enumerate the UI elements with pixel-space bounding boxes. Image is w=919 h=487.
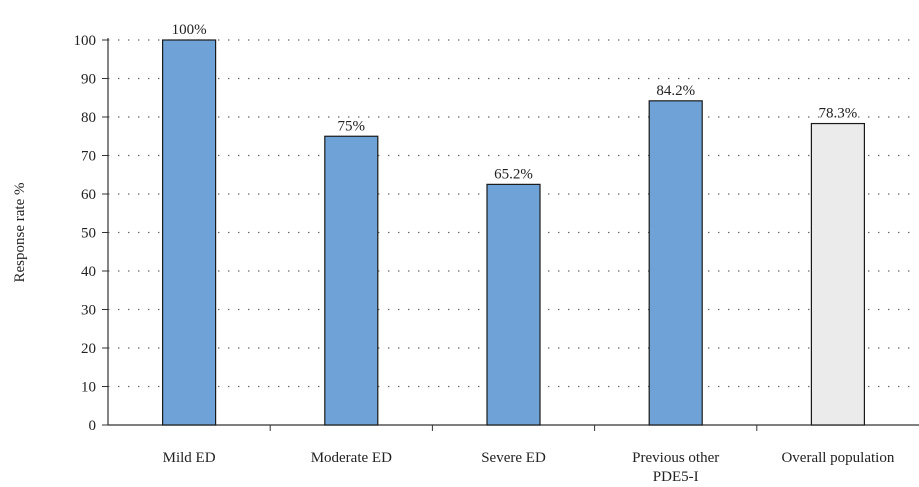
y-tick-label: 20 [81, 341, 96, 357]
data-label: 78.3% [819, 106, 858, 122]
y-tick-label: 10 [81, 380, 96, 396]
bar [162, 39, 217, 426]
bar [324, 135, 379, 426]
x-tick-label: Mild ED [163, 450, 216, 466]
labels: 0 10 20 30 40 50 60 70 80 90 100 100% Mild ED 75% Mode… [12, 22, 895, 485]
y-tick-label: 0 [89, 418, 97, 434]
data-label: 65.2% [494, 166, 533, 182]
data-label: 84.2% [656, 83, 695, 99]
y-tick-label: 60 [81, 187, 96, 203]
bar [648, 100, 703, 426]
bars [162, 39, 866, 426]
y-tick-label: 50 [81, 226, 96, 242]
y-axis-title: Response rate % [12, 183, 28, 283]
x-tick-label: Severe ED [481, 450, 546, 466]
y-tick-label: 70 [81, 149, 96, 165]
bar [486, 183, 541, 426]
y-tick-label: 80 [81, 110, 96, 126]
y-tick-label: 90 [81, 72, 96, 88]
x-tick-label: Overall population [781, 450, 894, 466]
data-label: 100% [172, 22, 207, 38]
y-tick-label: 30 [81, 303, 96, 319]
y-tick-label: 40 [81, 264, 96, 280]
x-tick-label: Moderate ED [311, 450, 392, 466]
x-tick-label: Previous other [632, 450, 719, 466]
x-tick-label: PDE5-I [653, 469, 699, 485]
y-tick-label: 100 [74, 33, 97, 49]
data-label: 75% [338, 118, 366, 134]
bar [810, 122, 866, 426]
